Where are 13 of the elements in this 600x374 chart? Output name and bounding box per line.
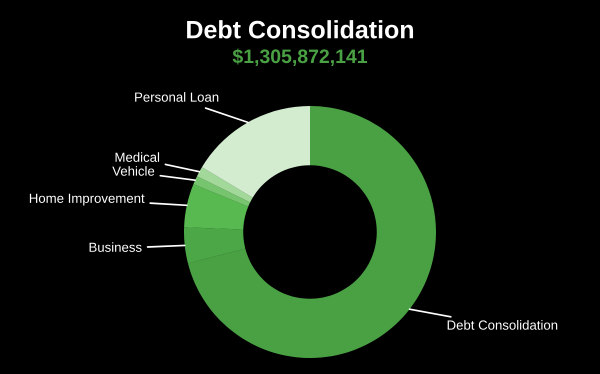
slice-label: Personal Loan (135, 92, 218, 102)
chart-subtitle: $1,305,872,141 (232, 48, 368, 66)
donut-slice (202, 106, 310, 198)
donut-slice (197, 167, 253, 202)
slice-label: Medical (116, 152, 160, 162)
slice-label: Home Improvement (30, 194, 145, 206)
slice-label: Debt Consolidation (448, 320, 558, 330)
chart-title: Debt Consolidation (187, 20, 414, 38)
donut-slice (188, 106, 436, 358)
donut-slice (193, 176, 250, 207)
slice-label: Vehicle (112, 166, 154, 176)
slice-label: Business (90, 242, 142, 252)
donut-slice (184, 184, 248, 230)
